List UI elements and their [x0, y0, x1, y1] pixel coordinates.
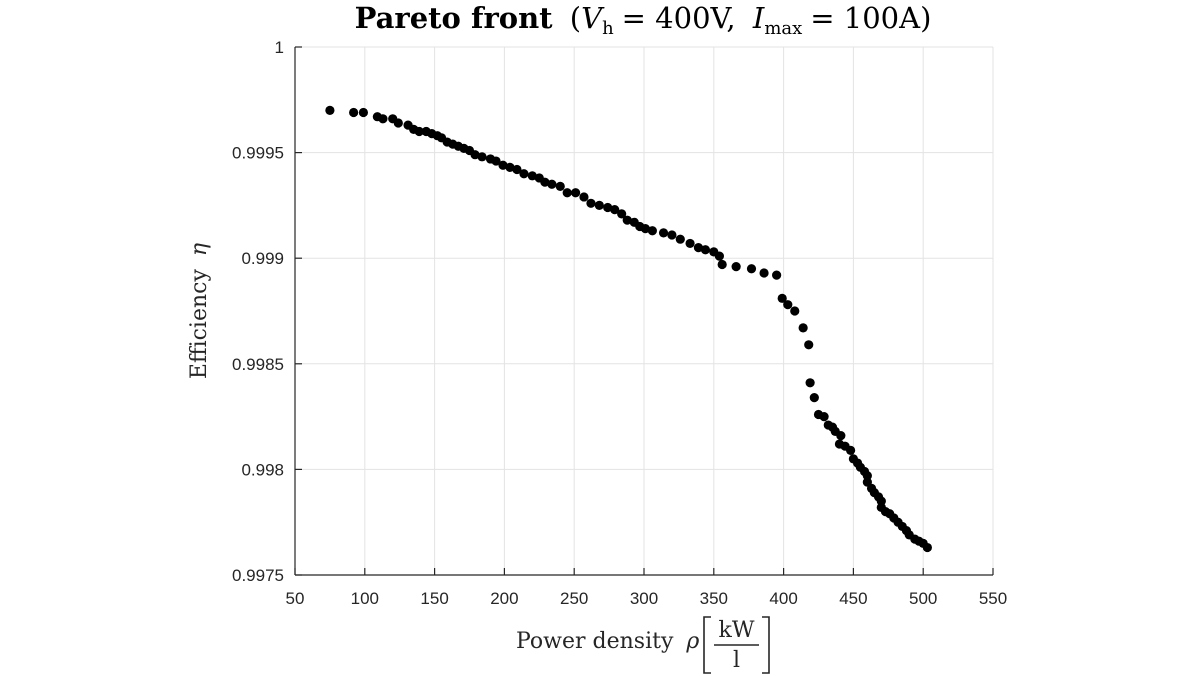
chart-title: Pareto front (Vh = 400V, Imax = 100A)	[355, 1, 932, 39]
data-point	[700, 245, 711, 255]
data-point	[519, 169, 529, 179]
chart-title-main: Pareto front	[355, 1, 554, 35]
y-tick-label: 0.9995	[232, 144, 284, 163]
data-point	[714, 251, 724, 261]
y-axis-label: Efficiency η	[187, 243, 212, 379]
data-point	[685, 238, 695, 249]
data-point	[783, 300, 793, 310]
x-tick-label: 400	[769, 589, 797, 608]
data-point	[586, 198, 596, 208]
data-point	[667, 230, 677, 240]
data-point	[579, 192, 589, 202]
data-point	[505, 162, 515, 172]
data-point	[325, 105, 335, 115]
data-point	[477, 152, 487, 162]
chart-title-i-sub: max	[764, 18, 802, 39]
x-axis-label-text-group: Power density ρ	[516, 629, 699, 654]
data-point	[617, 209, 627, 219]
data-point	[731, 262, 741, 272]
chart-title-i-eq: = 100A)	[810, 1, 931, 35]
data-point	[622, 215, 632, 225]
data-point	[746, 264, 757, 274]
data-point	[772, 270, 782, 280]
data-point	[647, 226, 657, 236]
data-point	[555, 181, 565, 191]
data-point	[393, 118, 403, 128]
x-tick-labels: 50 100 150 200 250 300 350 400 450 500 550	[286, 589, 1008, 608]
y-tick-label: 0.999	[241, 249, 284, 268]
x-tick-label: 150	[420, 589, 448, 608]
data-point	[717, 259, 727, 270]
y-axis-label-text: Efficiency	[187, 269, 212, 380]
x-axis-unit-denominator: l	[733, 648, 740, 673]
x-tick-label: 100	[351, 589, 379, 608]
data-point	[603, 202, 613, 213]
data-point	[862, 471, 872, 481]
chart-title-paren: (	[570, 1, 581, 35]
data-point	[846, 445, 856, 455]
chart-title-i: I	[752, 1, 765, 35]
x-tick-label: 450	[839, 589, 867, 608]
data-point	[922, 542, 932, 553]
data-point	[805, 378, 815, 388]
x-axis-unit-left-bracket	[703, 616, 711, 674]
data-point	[349, 107, 359, 118]
data-point	[693, 243, 704, 253]
x-axis-label: Power density ρ kW l	[516, 616, 770, 674]
data-point	[640, 224, 650, 234]
x-tick-label: 250	[560, 589, 588, 608]
chart-title-v-eq: = 400V,	[622, 1, 736, 35]
x-tick-label: 50	[286, 589, 305, 608]
chart-title-v-sub: h	[602, 18, 614, 39]
data-point	[594, 200, 604, 210]
x-axis-unit-numerator: kW	[719, 618, 755, 643]
y-tick-label: 0.998	[241, 460, 284, 479]
data-points	[325, 105, 932, 553]
data-point	[498, 160, 508, 170]
y-tick-label: 0.9985	[232, 355, 284, 374]
data-point	[759, 268, 769, 278]
y-axis-label-symbol: η	[187, 243, 212, 256]
x-tick-label: 550	[979, 589, 1007, 608]
data-point	[378, 114, 388, 124]
data-point	[809, 392, 819, 403]
x-axis-label-text: Power density	[516, 629, 674, 654]
data-point	[491, 156, 501, 166]
data-point	[527, 171, 537, 181]
data-point	[470, 150, 480, 160]
data-point	[876, 496, 886, 506]
x-tick-label: 200	[490, 589, 518, 608]
data-point	[562, 188, 572, 198]
data-point	[547, 179, 557, 189]
data-point	[819, 412, 829, 422]
data-point	[512, 164, 522, 175]
data-point	[777, 293, 787, 303]
x-tick-label: 350	[700, 589, 728, 608]
x-tick-label: 500	[909, 589, 937, 608]
data-point	[610, 205, 620, 215]
data-point	[570, 188, 581, 198]
y-tick-label: 1	[275, 38, 284, 57]
data-point	[675, 234, 685, 244]
chart-title-v: V	[581, 1, 605, 35]
x-axis-unit-right-bracket	[762, 616, 770, 674]
x-tick-label: 300	[630, 589, 658, 608]
data-point	[798, 323, 808, 333]
y-tick-label: 0.9975	[232, 566, 284, 585]
data-point	[358, 107, 369, 118]
data-point	[804, 340, 814, 350]
x-axis-label-symbol: ρ	[685, 629, 699, 654]
axes	[294, 46, 994, 576]
data-point	[836, 431, 846, 441]
y-tick-labels: 0.9975 0.998 0.9985 0.999 0.9995 1	[232, 38, 284, 585]
data-point	[540, 177, 550, 187]
data-point	[790, 306, 800, 316]
data-point	[658, 228, 669, 238]
data-point	[414, 126, 424, 137]
